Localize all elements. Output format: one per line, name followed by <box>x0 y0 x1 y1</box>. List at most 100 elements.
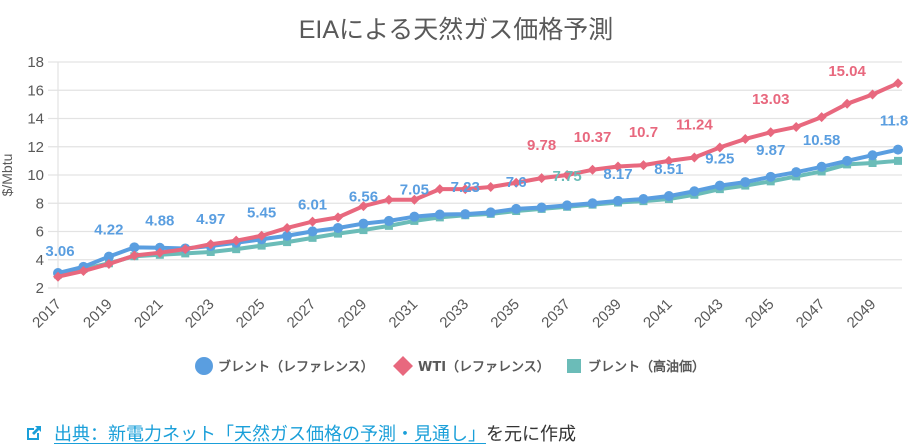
legend-circle-icon <box>195 357 213 375</box>
data-label: 9.78 <box>527 137 556 154</box>
data-point <box>791 121 802 132</box>
data-label: 11.24 <box>676 116 713 133</box>
data-point <box>740 133 751 144</box>
data-point <box>714 180 725 191</box>
x-tick-label: 2019 <box>80 296 116 332</box>
data-label: 9.87 <box>756 142 785 159</box>
data-point <box>256 230 267 241</box>
source-suffix: を元に作成 <box>486 424 576 445</box>
y-tick-label: 18 <box>27 54 44 71</box>
data-labels: 3.06 4.22 4.88 4.97 5.45 6.01 6.56 7.05 7.23 7.6 7… <box>45 63 908 260</box>
x-tick-label: 2047 <box>793 296 829 332</box>
x-tick-label: 2045 <box>742 296 778 332</box>
x-tick-label: 2035 <box>487 296 523 332</box>
data-point <box>816 161 827 172</box>
data-point <box>53 271 63 282</box>
series-1 <box>53 78 903 282</box>
data-point <box>638 160 649 171</box>
y-tick-label: 16 <box>27 82 44 99</box>
data-label: 10.7 <box>629 124 658 141</box>
data-label: 8.17 <box>603 166 632 183</box>
data-point <box>689 152 700 163</box>
data-point <box>511 203 522 214</box>
legend-label: WTI（レファレンス） <box>418 359 550 375</box>
data-point <box>434 184 445 195</box>
y-tick-label: 8 <box>36 195 44 212</box>
y-tick-label: 6 <box>36 224 44 241</box>
data-point <box>231 235 242 246</box>
x-tick-label: 2025 <box>233 296 269 332</box>
data-point <box>180 244 191 255</box>
data-label: 4.88 <box>145 213 174 230</box>
data-point <box>485 207 496 218</box>
x-tick-label: 2043 <box>691 296 727 332</box>
source-citation: 出典：新電力ネット「天然ガス価格の予測・見通し」 を元に作成 <box>24 420 576 446</box>
data-point <box>232 245 241 254</box>
x-tick-label: 2041 <box>640 296 676 332</box>
data-point <box>205 239 216 250</box>
external-link-icon[interactable] <box>24 423 44 443</box>
y-axis: 2 4 6 8 10 12 14 16 18 <box>27 54 44 297</box>
data-point <box>868 158 877 167</box>
series-line <box>57 81 899 279</box>
data-point <box>485 182 496 193</box>
data-point <box>765 127 776 138</box>
data-point <box>334 229 342 238</box>
data-label: 5.45 <box>247 204 276 221</box>
data-label: 6.01 <box>298 196 327 213</box>
x-tick-label: 2049 <box>844 296 880 332</box>
data-point <box>842 155 853 166</box>
data-point <box>333 222 343 233</box>
data-label: 11.8 <box>880 113 908 130</box>
y-tick-label: 12 <box>27 139 44 156</box>
data-point <box>894 156 902 165</box>
legend-label: ブレント（レファレンス） <box>218 359 374 375</box>
y-tick-label: 14 <box>27 111 44 128</box>
data-label: 8.51 <box>654 161 683 178</box>
data-point <box>282 230 293 241</box>
data-point <box>307 216 318 227</box>
data-point <box>358 218 369 229</box>
data-label: 7.23 <box>451 179 480 196</box>
legend-square-icon <box>567 359 581 373</box>
x-tick-label: 2033 <box>436 296 472 332</box>
legend-label: ブレント（高油価） <box>588 359 705 375</box>
data-point <box>307 226 318 237</box>
data-point <box>129 250 140 261</box>
data-point <box>613 195 623 206</box>
line-chart: EIAによる天然ガス価格予測 2 4 6 8 10 12 14 16 18 $/Mbtu 201… <box>0 16 908 376</box>
y-tick-label: 10 <box>27 167 44 184</box>
data-point <box>206 247 215 256</box>
legend: ブレント（レファレンス） WTI（レファレンス） ブレント（高油価） <box>195 356 705 376</box>
x-tick-label: 2039 <box>589 296 625 332</box>
chart-title: EIAによる天然ガス価格予測 <box>299 16 614 44</box>
data-point <box>282 222 293 233</box>
data-point <box>460 184 471 195</box>
data-label: 7.75 <box>552 168 581 185</box>
series-group <box>53 78 903 282</box>
data-point <box>511 177 522 188</box>
data-point <box>791 167 802 178</box>
data-point <box>103 258 114 269</box>
y-axis-label: $/Mbtu <box>0 154 15 197</box>
data-point <box>257 241 266 250</box>
data-point <box>893 144 903 155</box>
data-label: 7.6 <box>506 174 527 191</box>
legend-item: ブレント（レファレンス） <box>195 357 374 375</box>
data-point <box>638 194 649 205</box>
x-tick-label: 2027 <box>284 296 320 332</box>
data-point <box>358 201 369 212</box>
x-tick-label: 2023 <box>182 296 218 332</box>
data-point <box>816 112 827 123</box>
data-point <box>893 78 903 89</box>
gridlines <box>48 61 902 289</box>
y-tick-label: 4 <box>36 252 44 269</box>
data-point <box>536 202 547 213</box>
data-point <box>308 233 317 242</box>
y-tick-label: 2 <box>36 280 44 297</box>
x-tick-label: 2037 <box>538 296 574 332</box>
data-point <box>359 226 368 235</box>
data-point <box>587 198 598 209</box>
source-link[interactable]: 出典：新電力ネット「天然ガス価格の予測・見通し」 <box>54 424 486 445</box>
x-tick-label: 2021 <box>131 296 167 332</box>
